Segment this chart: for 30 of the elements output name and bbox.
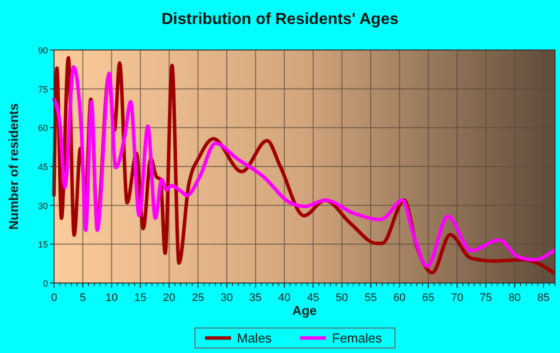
x-tick-label: 70 bbox=[450, 292, 464, 304]
x-tick-label: 80 bbox=[508, 292, 521, 304]
x-tick-label: 30 bbox=[220, 292, 233, 304]
y-tick-label: 15 bbox=[38, 240, 48, 250]
legend-label: Males bbox=[237, 330, 272, 346]
y-tick-label: 0 bbox=[42, 278, 48, 288]
x-tick-label: 85 bbox=[537, 292, 550, 304]
y-tick-label: 75 bbox=[38, 84, 48, 94]
x-tick-label: 45 bbox=[307, 292, 320, 304]
legend-label: Females bbox=[332, 330, 382, 346]
x-tick-label: 60 bbox=[393, 292, 406, 304]
y-tick-label: 90 bbox=[38, 46, 48, 56]
x-tick-label: 20 bbox=[163, 292, 176, 304]
x-tick-label: 40 bbox=[278, 292, 290, 304]
x-tick-label: 55 bbox=[364, 292, 377, 304]
y-tick-label: 45 bbox=[38, 162, 48, 172]
x-tick-label: 10 bbox=[105, 292, 118, 304]
x-tick-label: 0 bbox=[50, 292, 58, 304]
x-tick-label: 15 bbox=[134, 292, 147, 304]
y-tick-label: 60 bbox=[38, 123, 48, 134]
x-axis-title: Age bbox=[292, 303, 317, 318]
x-tick-label: 35 bbox=[249, 292, 262, 304]
x-tick-label: 25 bbox=[192, 292, 204, 304]
y-axis-title: Number of residents bbox=[6, 103, 21, 230]
y-tick-label: 30 bbox=[38, 200, 48, 211]
x-tick-label: 75 bbox=[480, 292, 492, 304]
x-tick-label: 65 bbox=[422, 292, 434, 304]
chart-title: Distribution of Residents' Ages bbox=[161, 11, 399, 28]
x-tick-label: 50 bbox=[336, 292, 348, 304]
x-tick-label: 5 bbox=[80, 292, 86, 304]
